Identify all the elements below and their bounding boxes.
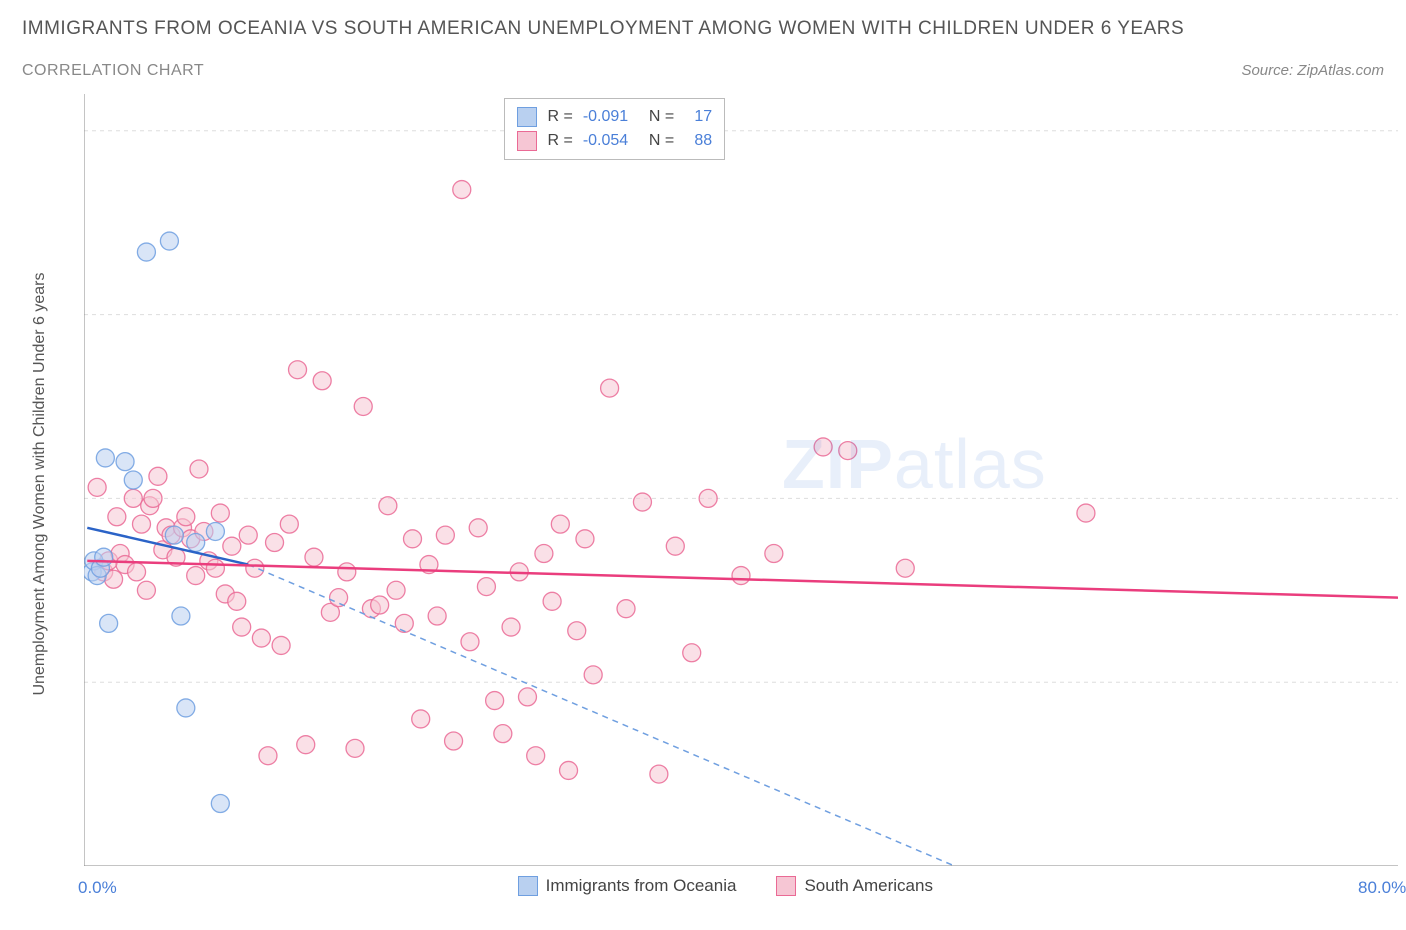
legend-r-label: R = [547,129,572,153]
legend-label: South Americans [804,876,933,896]
correlation-legend: R = -0.091 N = 17 R = -0.054 N = 88 [504,98,725,160]
legend-n-value: 17 [684,105,712,129]
series-legend: Immigrants from Oceania South Americans [518,876,933,896]
legend-r-value: -0.054 [583,129,639,153]
y-axis-label: Unemployment Among Women with Children U… [31,272,49,695]
legend-r-label: R = [547,105,572,129]
legend-r-value: -0.091 [583,105,639,129]
source-label: Source: ZipAtlas.com [1241,62,1384,79]
legend-swatch [517,131,537,151]
legend-swatch [518,876,538,896]
legend-row: R = -0.091 N = 17 [517,105,712,129]
legend-n-value: 88 [684,129,712,153]
chart-subtitle: CORRELATION CHART [22,62,204,80]
legend-swatch [776,876,796,896]
legend-label: Immigrants from Oceania [546,876,737,896]
scatter-plot [84,94,1398,866]
watermark-rest: atlas [894,425,1047,503]
chart-title: IMMIGRANTS FROM OCEANIA VS SOUTH AMERICA… [22,18,1384,40]
series-legend-item: South Americans [776,876,933,896]
legend-swatch [517,107,537,127]
legend-n-label: N = [649,105,674,129]
watermark: ZIPatlas [782,424,1047,504]
legend-row: R = -0.054 N = 88 [517,129,712,153]
x-tick-label: 80.0% [1358,878,1406,898]
series-legend-item: Immigrants from Oceania [518,876,737,896]
x-tick-label: 0.0% [78,878,117,898]
legend-n-label: N = [649,129,674,153]
watermark-bold: ZIP [782,425,894,503]
